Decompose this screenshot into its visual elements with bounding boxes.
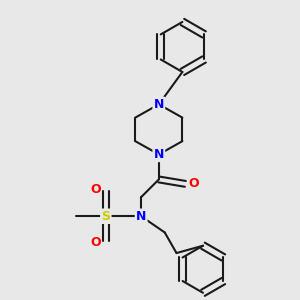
Text: N: N: [154, 98, 164, 111]
Text: S: S: [101, 210, 110, 223]
Text: N: N: [136, 210, 146, 223]
Text: O: O: [189, 177, 200, 190]
Text: N: N: [154, 148, 164, 161]
Text: O: O: [90, 236, 101, 249]
Text: O: O: [90, 183, 101, 196]
